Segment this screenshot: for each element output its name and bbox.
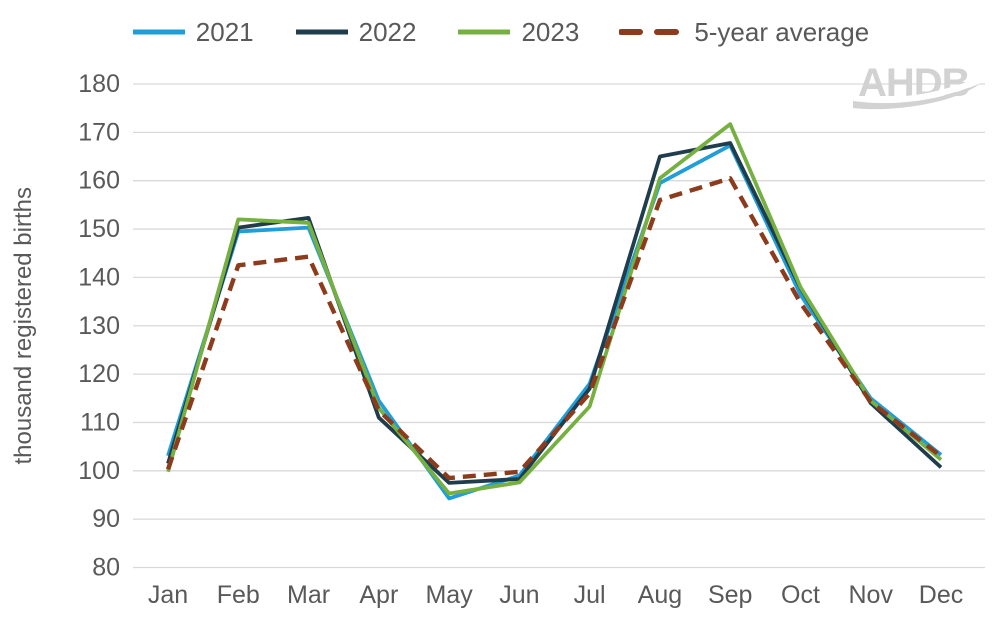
- legend-item-2022: 2022: [294, 16, 417, 48]
- y-tick-label: 140: [78, 263, 120, 291]
- legend-swatch-icon: [458, 29, 511, 35]
- ahdb-logo: AHDB: [849, 61, 986, 110]
- x-tick-label: Mar: [287, 581, 330, 609]
- x-tick-label: Dec: [919, 581, 963, 609]
- x-tick-label: Aug: [638, 581, 682, 609]
- x-tick-label: Nov: [848, 581, 893, 609]
- y-tick-label: 80: [92, 554, 120, 582]
- legend-label: 5-year average: [694, 16, 870, 47]
- x-tick-label: Jun: [499, 581, 539, 609]
- legend-swatch-icon: [132, 29, 185, 35]
- legend-label: 2022: [358, 16, 417, 47]
- legend-label: 2021: [195, 16, 254, 47]
- legend-item-2021: 2021: [131, 17, 254, 48]
- y-axis-title: thousand registered births: [10, 187, 37, 465]
- y-tick-label: 90: [92, 505, 120, 533]
- legend-item-2023: 2023: [456, 17, 579, 48]
- chart-legend: 2021 2022 2023 5-year average: [0, 14, 1000, 50]
- y-tick-label: 100: [78, 457, 120, 485]
- legend-swatch-icon: [295, 29, 348, 35]
- y-tick-label: 170: [78, 118, 120, 146]
- y-tick-label: 130: [78, 312, 120, 340]
- x-tick-label: Jan: [148, 581, 188, 609]
- legend-swatch-icon: [619, 29, 686, 35]
- ahdb-logo-swoosh: [853, 83, 981, 110]
- legend-item-5-year-average: 5-year average: [619, 17, 869, 48]
- x-tick-label: Apr: [359, 581, 398, 609]
- series-line-2023: [166, 122, 943, 496]
- ahdb-logo-wave-cut: [849, 76, 986, 104]
- legend-label: 2023: [521, 16, 580, 47]
- x-tick-label: May: [425, 581, 473, 609]
- y-tick-label: 150: [78, 215, 120, 243]
- y-tick-label: 120: [78, 360, 120, 388]
- series-line-5-year-average: [165, 176, 943, 481]
- y-tick-label: 110: [80, 408, 120, 436]
- x-tick-label: Jul: [574, 581, 606, 609]
- x-tick-label: Oct: [781, 581, 820, 609]
- y-tick-label: 160: [78, 167, 120, 195]
- y-tick-label: 180: [78, 70, 120, 98]
- x-tick-label: Sep: [708, 581, 752, 609]
- x-tick-label: Feb: [217, 581, 260, 609]
